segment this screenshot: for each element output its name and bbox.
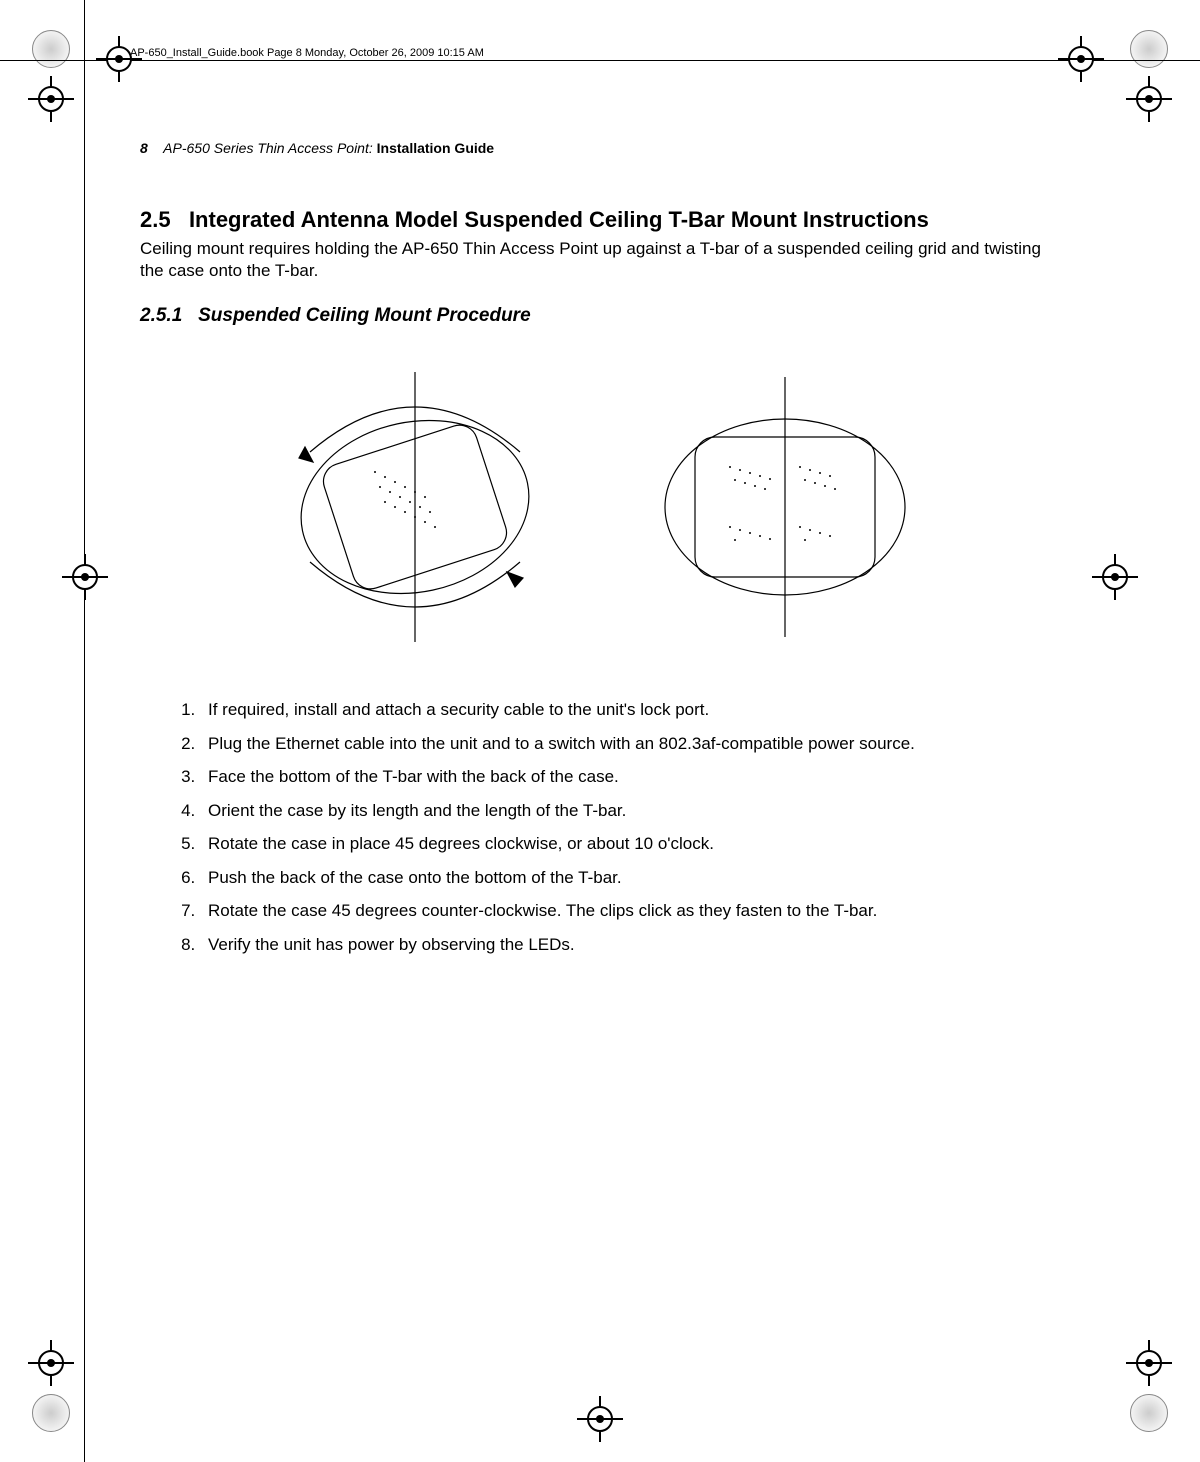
registration-target [28, 1340, 74, 1386]
step-item: Face the bottom of the T-bar with the ba… [200, 764, 1060, 790]
section-heading: 2.5 Integrated Antenna Model Suspended C… [140, 206, 1060, 234]
page-content: 8 AP-650 Series Thin Access Point: Insta… [140, 140, 1060, 965]
subsection-title: Suspended Ceiling Mount Procedure [198, 305, 531, 326]
step-item: Push the back of the case onto the botto… [200, 865, 1060, 891]
registration-circle [32, 30, 70, 68]
registration-target [1126, 76, 1172, 122]
crop-line [0, 60, 1200, 61]
crop-line [84, 0, 85, 1462]
registration-target [1058, 36, 1104, 82]
step-item: If required, install and attach a securi… [200, 697, 1060, 723]
page-number: 8 [140, 140, 148, 156]
step-item: Verify the unit has power by observing t… [200, 932, 1060, 958]
step-item: Rotate the case 45 degrees counter-clock… [200, 898, 1060, 924]
step-item: Orient the case by its length and the le… [200, 798, 1060, 824]
figure-mount-rotate [260, 347, 570, 657]
step-item: Plug the Ethernet cable into the unit an… [200, 731, 1060, 757]
registration-target [62, 554, 108, 600]
figure-row [140, 347, 1060, 657]
registration-target [96, 36, 142, 82]
figure-mount-locked [630, 347, 940, 657]
procedure-steps: If required, install and attach a securi… [140, 697, 1060, 957]
registration-circle [32, 1394, 70, 1432]
subsection-heading: 2.5.1 Suspended Ceiling Mount Procedure [140, 305, 1060, 327]
running-head-subtitle: Installation Guide [377, 140, 494, 156]
section-number: 2.5 [140, 207, 171, 232]
registration-target [577, 1396, 623, 1442]
running-head-title: AP-650 Series Thin Access Point: [163, 140, 376, 156]
registration-target [1126, 1340, 1172, 1386]
book-header: AP-650_Install_Guide.book Page 8 Monday,… [130, 47, 484, 59]
subsection-number: 2.5.1 [140, 305, 182, 326]
section-title: Integrated Antenna Model Suspended Ceili… [189, 207, 929, 232]
registration-circle [1130, 30, 1168, 68]
registration-circle [1130, 1394, 1168, 1432]
section-body: Ceiling mount requires holding the AP-65… [140, 238, 1060, 284]
registration-target [28, 76, 74, 122]
step-item: Rotate the case in place 45 degrees cloc… [200, 831, 1060, 857]
running-head: 8 AP-650 Series Thin Access Point: Insta… [140, 140, 1060, 156]
registration-target [1092, 554, 1138, 600]
